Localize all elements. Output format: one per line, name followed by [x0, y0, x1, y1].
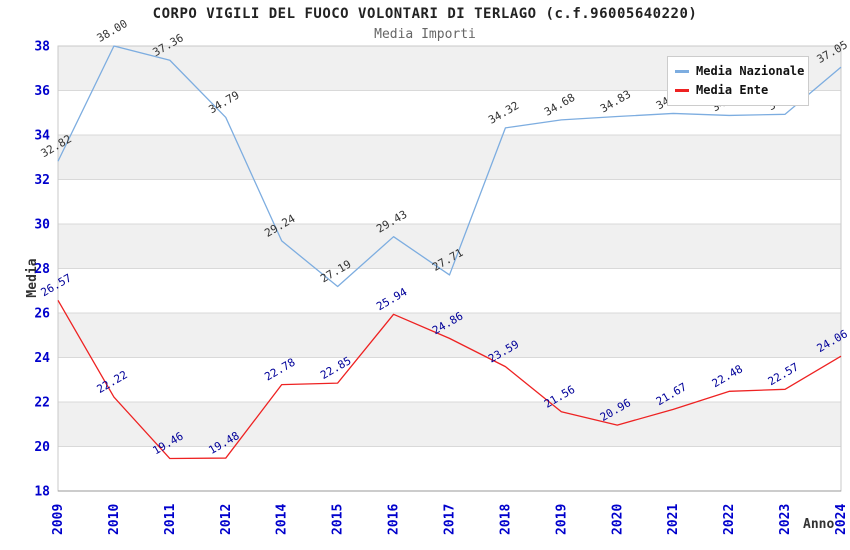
- y-tick-label: 30: [34, 218, 50, 233]
- x-tick-label: 2020: [610, 504, 625, 535]
- x-tick-label: 2024: [834, 504, 849, 535]
- point-label: 22.48: [710, 362, 745, 390]
- legend-label: Media Ente: [696, 83, 769, 97]
- legend-item-media-nazionale: Media Nazionale: [675, 64, 805, 78]
- chart-title: CORPO VIGILI DEL FUOCO VOLONTARI DI TERL…: [152, 6, 698, 22]
- x-tick-label: 2022: [722, 504, 737, 535]
- y-tick-label: 38: [34, 40, 50, 55]
- y-tick-label: 36: [34, 84, 50, 99]
- plot-band: [58, 313, 841, 358]
- point-label: 22.78: [262, 356, 297, 384]
- y-tick-label: 26: [34, 307, 50, 322]
- x-tick-label: 2023: [778, 504, 793, 535]
- series-line-media-nazionale: [57, 45, 842, 288]
- point-label: 38.00: [95, 17, 130, 45]
- point-label: 25.94: [374, 285, 410, 313]
- series-line-media-ente: [57, 299, 842, 460]
- legend-item-media-ente: Media Ente: [675, 83, 801, 97]
- point-label: 34.32: [486, 99, 521, 127]
- x-tick-label: 2015: [331, 504, 346, 535]
- x-tick-label: 2014: [275, 504, 290, 535]
- y-tick-label: 34: [34, 129, 50, 144]
- x-tick-label: 2019: [554, 504, 569, 535]
- chart-subtitle: Media Importi: [374, 27, 476, 42]
- point-label: 22.57: [766, 360, 801, 388]
- plot-band: [58, 135, 841, 180]
- point-label: 34.68: [542, 91, 577, 119]
- y-tick-label: 32: [34, 173, 50, 188]
- x-axis-title: Anno: [803, 517, 835, 532]
- x-tick-label: 2009: [51, 504, 66, 535]
- plot-band: [58, 402, 841, 447]
- point-label: 34.79: [206, 88, 241, 116]
- legend: Media Nazionale Media Ente: [667, 56, 809, 106]
- line-swatch-icon: [675, 88, 689, 92]
- point-label: 34.83: [598, 88, 633, 116]
- x-tick-label: 2018: [498, 504, 513, 535]
- x-tick-label: 2017: [443, 504, 458, 535]
- y-tick-label: 28: [34, 262, 50, 277]
- x-tick-label: 2016: [387, 504, 402, 535]
- y-tick-label: 20: [34, 440, 50, 455]
- x-tick-label: 2012: [219, 504, 234, 535]
- line-swatch-icon: [675, 69, 689, 73]
- x-tick-label: 2021: [666, 504, 681, 535]
- y-tick-label: 24: [34, 351, 50, 366]
- y-tick-label: 22: [34, 396, 50, 411]
- x-tick-label: 2010: [107, 504, 122, 535]
- legend-label: Media Nazionale: [696, 64, 805, 78]
- y-tick-label: 18: [34, 485, 50, 500]
- plot-band: [58, 224, 841, 269]
- x-tick-label: 2011: [163, 504, 178, 535]
- point-label: 22.85: [318, 354, 353, 382]
